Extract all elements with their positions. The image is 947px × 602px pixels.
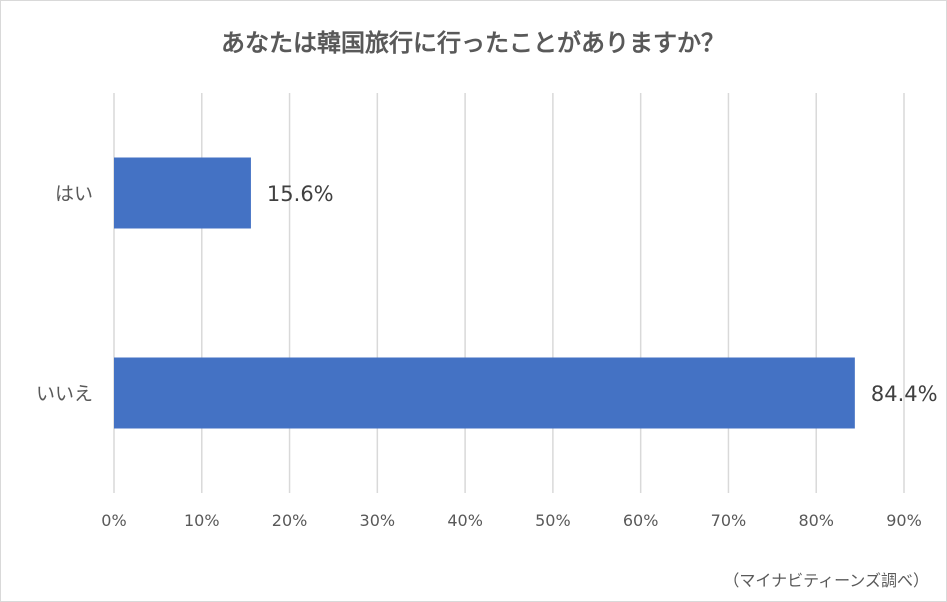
gridlines (113, 93, 905, 493)
category-label: いいえ (36, 383, 93, 405)
x-tick-label: 40% (447, 511, 483, 530)
x-tick-labels: 0% 10% 20% 30% 40% 50% 60% 70% 80% 90% (101, 511, 921, 530)
x-tick-label: 60% (623, 511, 659, 530)
category-label: はい (55, 183, 93, 205)
bar (114, 157, 251, 229)
x-tick-label: 70% (711, 511, 747, 530)
source-note: （マイナビティーンズ調べ） (723, 571, 929, 590)
bar (114, 357, 855, 429)
chart-title: あなたは韓国旅行に行ったことがありますか？ (221, 29, 725, 57)
bars (114, 157, 855, 429)
x-tick-label: 0% (101, 511, 126, 530)
x-tick-label: 90% (886, 511, 922, 530)
data-label: 84.4% (871, 382, 938, 406)
x-tick-label: 30% (360, 511, 396, 530)
data-labels: 15.6% 84.4% (267, 182, 938, 406)
x-tick-label: 20% (272, 511, 308, 530)
x-tick-label: 10% (184, 511, 220, 530)
x-tick-label: 50% (535, 511, 571, 530)
data-label: 15.6% (267, 182, 334, 206)
x-tick-label: 80% (798, 511, 834, 530)
